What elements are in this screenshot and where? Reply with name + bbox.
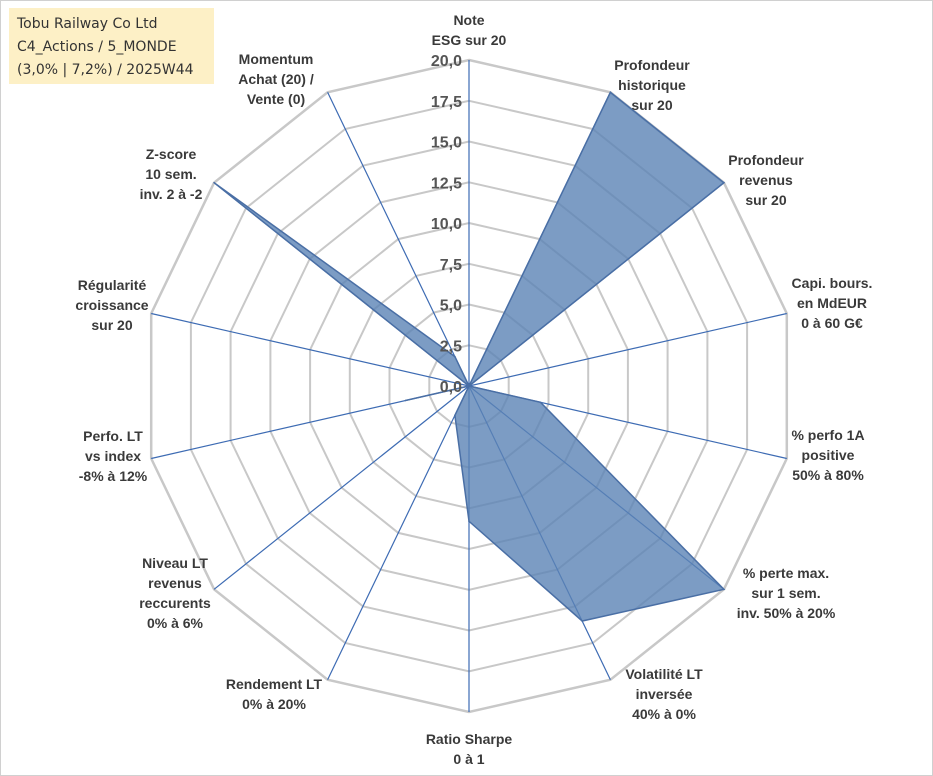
axis-label-7: Ratio Sharpe 0 à 1 bbox=[426, 731, 513, 767]
axis-label-10-line-1: vs index bbox=[85, 448, 141, 464]
tick-label-0: 0,0 bbox=[440, 379, 462, 396]
info-box: Tobu Railway Co Ltd C4_Actions / 5_MONDE… bbox=[9, 8, 214, 84]
axis-label-2-line-2: sur 20 bbox=[745, 192, 786, 208]
axis-label-2-line-1: revenus bbox=[739, 172, 793, 188]
axis-label-4-line-2: 50% à 80% bbox=[792, 467, 864, 483]
portfolio-category: C4_Actions / 5_MONDE bbox=[17, 39, 177, 55]
axis-label-6-line-2: 40% à 0% bbox=[632, 706, 696, 722]
axis-label-0: Note ESG sur 20 bbox=[432, 12, 507, 48]
axis-label-1-line-2: sur 20 bbox=[631, 97, 672, 113]
axis-label-5-line-2: inv. 50% à 20% bbox=[737, 605, 836, 621]
axis-label-13-line-0: Momentum bbox=[239, 51, 314, 67]
spoke-13 bbox=[327, 92, 470, 387]
company-name: Tobu Railway Co Ltd bbox=[17, 16, 158, 32]
data-point-10 bbox=[404, 399, 407, 402]
axis-label-3-line-1: en MdEUR bbox=[797, 295, 867, 311]
spoke-8 bbox=[327, 385, 470, 680]
axis-label-6-line-0: Volatilité LT bbox=[625, 666, 703, 682]
tick-label-5: 12,5 bbox=[431, 175, 462, 192]
axis-label-13-line-2: Vente (0) bbox=[247, 91, 305, 107]
tick-label-6: 15,0 bbox=[431, 135, 462, 152]
axis-label-4-line-1: positive bbox=[802, 447, 855, 463]
data-point-13 bbox=[454, 355, 456, 358]
spoke-9 bbox=[213, 385, 470, 590]
axis-label-4: % perfo 1A positive 50% à 80% bbox=[791, 427, 864, 483]
data-point-4 bbox=[539, 401, 542, 404]
axis-label-11-line-2: sur 20 bbox=[91, 317, 132, 333]
axis-label-1-line-1: historique bbox=[618, 77, 686, 93]
axis-label-9-line-3: 0% à 6% bbox=[147, 615, 204, 631]
axis-label-12-line-1: 10 sem. bbox=[145, 166, 196, 182]
axis-label-9-line-1: revenus bbox=[148, 575, 202, 591]
tick-label-3: 7,5 bbox=[440, 257, 462, 274]
spoke-3 bbox=[468, 312, 787, 387]
axis-label-9-line-2: reccurents bbox=[139, 595, 211, 611]
axis-label-7-line-1: 0 à 1 bbox=[453, 751, 484, 767]
data-point-7 bbox=[468, 520, 470, 523]
axis-label-13-line-1: Achat (20) / bbox=[238, 71, 314, 87]
data-point-11 bbox=[468, 385, 470, 387]
axis-label-4-line-0: % perfo 1A bbox=[791, 427, 864, 443]
axis-label-12-line-0: Z-score bbox=[146, 146, 197, 162]
axis-label-10: Perfo. LT vs index -8% à 12% bbox=[79, 428, 148, 484]
axis-label-9: Niveau LT revenus reccurents 0% à 6% bbox=[139, 555, 211, 631]
score-and-week: (3,0% | 7,2%) / 2025W44 bbox=[17, 62, 194, 78]
axis-label-10-line-0: Perfo. LT bbox=[83, 428, 143, 444]
data-point-6 bbox=[581, 620, 583, 622]
axis-label-5-line-1: sur 1 sem. bbox=[751, 585, 820, 601]
data-point-2 bbox=[723, 181, 725, 184]
axis-label-6: Volatilité LT inversée 40% à 0% bbox=[625, 666, 703, 722]
axis-label-13: Momentum Achat (20) / Vente (0) bbox=[238, 51, 314, 107]
axis-label-11: Régularité croissance sur 20 bbox=[75, 277, 148, 333]
axis-label-5-line-0: % perte max. bbox=[743, 565, 829, 581]
axis-label-12: Z-score 10 sem. inv. 2 à -2 bbox=[140, 146, 203, 202]
radar-axis-labels: Note ESG sur 20 Profondeur historique sur 20… bbox=[75, 12, 872, 767]
axis-label-3-line-2: 0 à 60 G€ bbox=[801, 315, 863, 331]
tick-label-7: 17,5 bbox=[431, 94, 462, 111]
spoke-11 bbox=[151, 312, 470, 387]
axis-label-11-line-0: Régularité bbox=[78, 277, 147, 293]
radar-tick-labels: 0,0 2,5 5,0 7,5 10,0 12,5 15,0 17,5 20,0 bbox=[431, 53, 462, 396]
radar-series bbox=[213, 91, 726, 622]
axis-label-8-line-1: 0% à 20% bbox=[242, 696, 306, 712]
axis-label-8: Rendement LT 0% à 20% bbox=[226, 676, 323, 712]
tick-label-4: 10,0 bbox=[431, 216, 462, 233]
tick-label-1: 2,5 bbox=[440, 338, 462, 355]
data-point-5 bbox=[723, 588, 725, 591]
axis-label-10-line-2: -8% à 12% bbox=[79, 468, 148, 484]
data-point-8 bbox=[454, 414, 456, 417]
axis-label-3-line-0: Capi. bours. bbox=[792, 275, 873, 291]
axis-label-7-line-0: Ratio Sharpe bbox=[426, 731, 513, 747]
axis-label-8-line-0: Rendement LT bbox=[226, 676, 323, 692]
axis-label-11-line-1: croissance bbox=[75, 297, 148, 313]
axis-label-5: % perte max. sur 1 sem. inv. 50% à 20% bbox=[737, 565, 836, 621]
tick-label-2: 5,0 bbox=[440, 298, 462, 315]
axis-label-2-line-0: Profondeur bbox=[728, 152, 804, 168]
axis-label-0-line-1: ESG sur 20 bbox=[432, 32, 507, 48]
tick-label-8: 20,0 bbox=[431, 53, 462, 70]
data-point-1 bbox=[609, 91, 612, 94]
axis-label-0-line-0: Note bbox=[453, 12, 484, 28]
axis-label-1: Profondeur historique sur 20 bbox=[614, 57, 690, 113]
axis-label-1-line-0: Profondeur bbox=[614, 57, 690, 73]
axis-label-9-line-0: Niveau LT bbox=[142, 555, 208, 571]
axis-label-3: Capi. bours. en MdEUR 0 à 60 G€ bbox=[792, 275, 873, 331]
data-point-12 bbox=[213, 181, 215, 184]
axis-label-6-line-1: inversée bbox=[636, 686, 693, 702]
axis-label-12-line-2: inv. 2 à -2 bbox=[140, 186, 203, 202]
axis-label-2: Profondeur revenus sur 20 bbox=[728, 152, 804, 208]
